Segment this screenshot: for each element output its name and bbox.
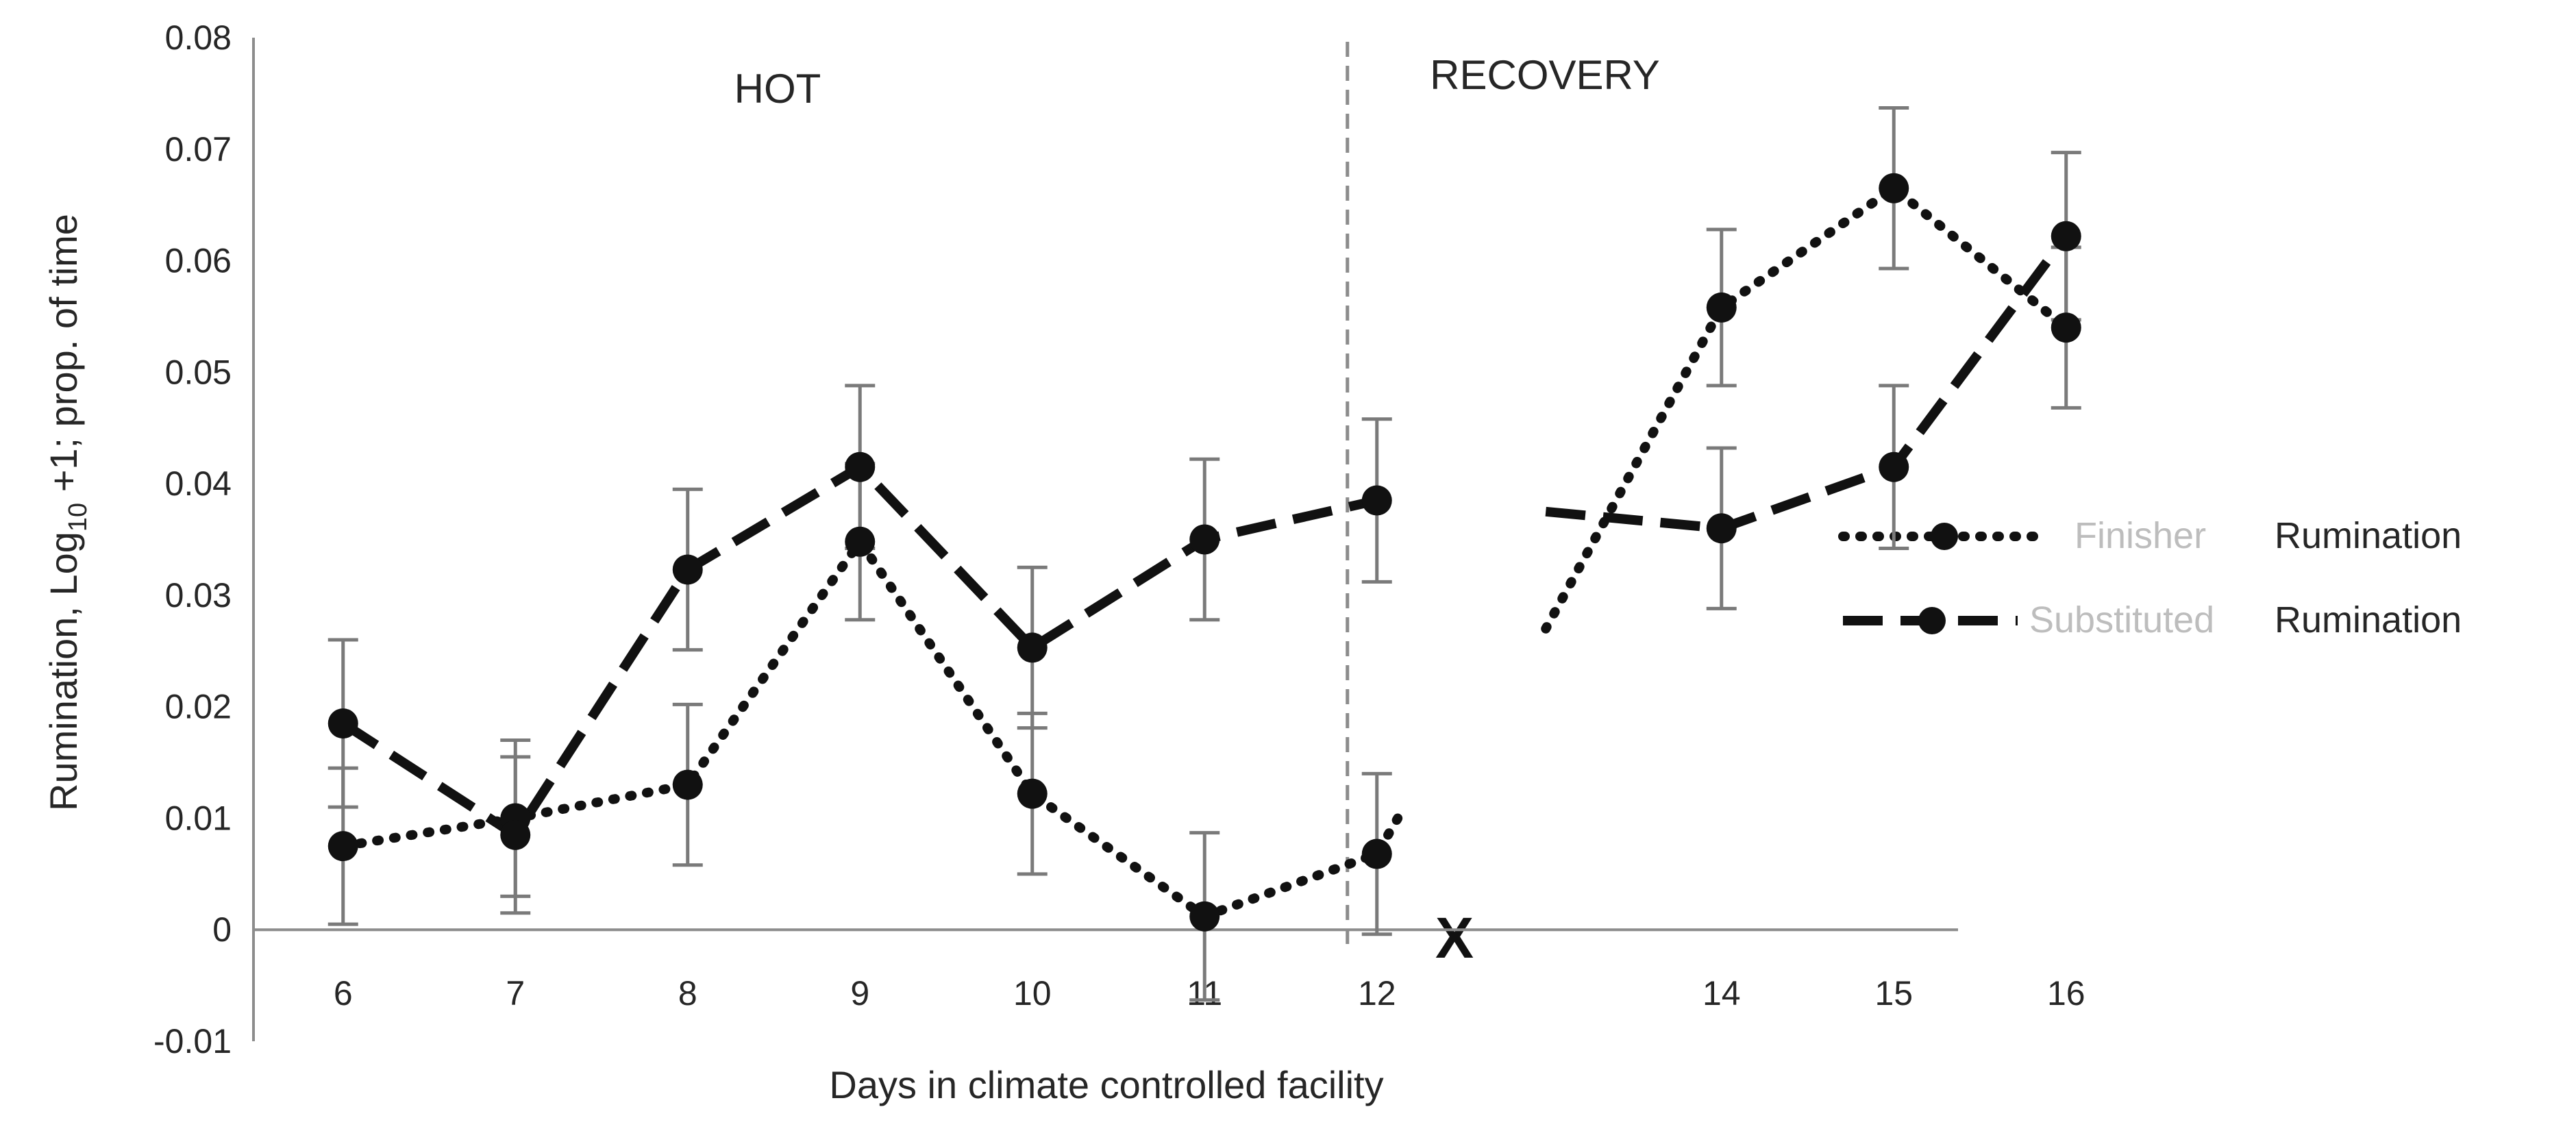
legend-label-finisher: Finisher [2075, 515, 2206, 556]
legend-label-substituted: Substituted [2029, 599, 2214, 641]
y-tick-label: 0.02 [165, 688, 232, 726]
legend-item-substituted: Substituted Rumination [1843, 599, 2462, 641]
x-tick-label: 8 [678, 974, 697, 1012]
x-axis-title: Days in climate controlled facility [829, 1063, 1383, 1106]
data-point-finisher [1879, 173, 1909, 203]
data-point-finisher [672, 769, 703, 800]
data-point-substituted [672, 554, 703, 585]
series-line-finisher-hot [338, 536, 1409, 921]
data-point-substituted [500, 819, 531, 850]
data-point-substituted [1189, 524, 1220, 555]
legend-item-finisher: Finisher Rumination [1838, 515, 2462, 556]
data-point-substituted [1879, 451, 1909, 482]
data-point-finisher [1706, 292, 1737, 323]
series-line-substituted-recovery-pre [1545, 233, 2070, 534]
y-tick-label: 0.06 [165, 242, 232, 280]
y-axis-title: Rumination, Log10 +1; prop. of time [42, 214, 92, 811]
data-point-finisher [1361, 838, 1392, 869]
region-label-recovery: RECOVERY [1430, 52, 1660, 98]
y-tick-label: 0.01 [165, 799, 232, 837]
region-label-hot: HOT [734, 66, 821, 112]
x-tick-label: 6 [334, 974, 353, 1012]
data-point-finisher [2051, 312, 2081, 343]
data-point-substituted [1361, 485, 1392, 516]
y-tick-label: 0.04 [165, 464, 232, 503]
y-tick-label: 0.05 [165, 353, 232, 391]
missing-data-marker: X [1435, 906, 1474, 970]
data-point-substituted [1017, 632, 1048, 663]
data-point-substituted [2051, 221, 2081, 251]
data-point-finisher [845, 526, 876, 557]
data-point-finisher [327, 831, 358, 862]
y-tick-label: 0.08 [165, 18, 232, 57]
series-line-finisher-recovery-pre [1541, 183, 2071, 634]
legend: Finisher Rumination Substituted Ruminati… [1838, 515, 2462, 641]
legend-marker-substituted [1918, 607, 1946, 634]
data-point-substituted [327, 708, 358, 739]
x-tick-label: 15 [1874, 974, 1913, 1012]
y-tick-label: 0 [212, 910, 232, 949]
legend-marker-finisher [1931, 523, 1958, 550]
legend-suffix-finisher: Rumination [2275, 515, 2462, 556]
x-tick-label: 7 [506, 974, 525, 1012]
legend-suffix-substituted: Rumination [2275, 599, 2462, 641]
data-point-finisher [1189, 901, 1220, 932]
x-tick-label: 14 [1702, 974, 1741, 1012]
data-point-finisher [1017, 778, 1048, 809]
x-tick-label: 16 [2047, 974, 2085, 1012]
y-tick-label: -0.01 [153, 1022, 232, 1060]
y-tick-label: 0.03 [165, 576, 232, 614]
x-tick-label: 10 [1013, 974, 1052, 1012]
x-tick-label: 12 [1358, 974, 1396, 1012]
data-point-substituted [1706, 513, 1737, 544]
data-point-substituted [845, 451, 876, 482]
y-tick-label: 0.07 [165, 130, 232, 169]
x-tick-label: 9 [850, 974, 869, 1012]
